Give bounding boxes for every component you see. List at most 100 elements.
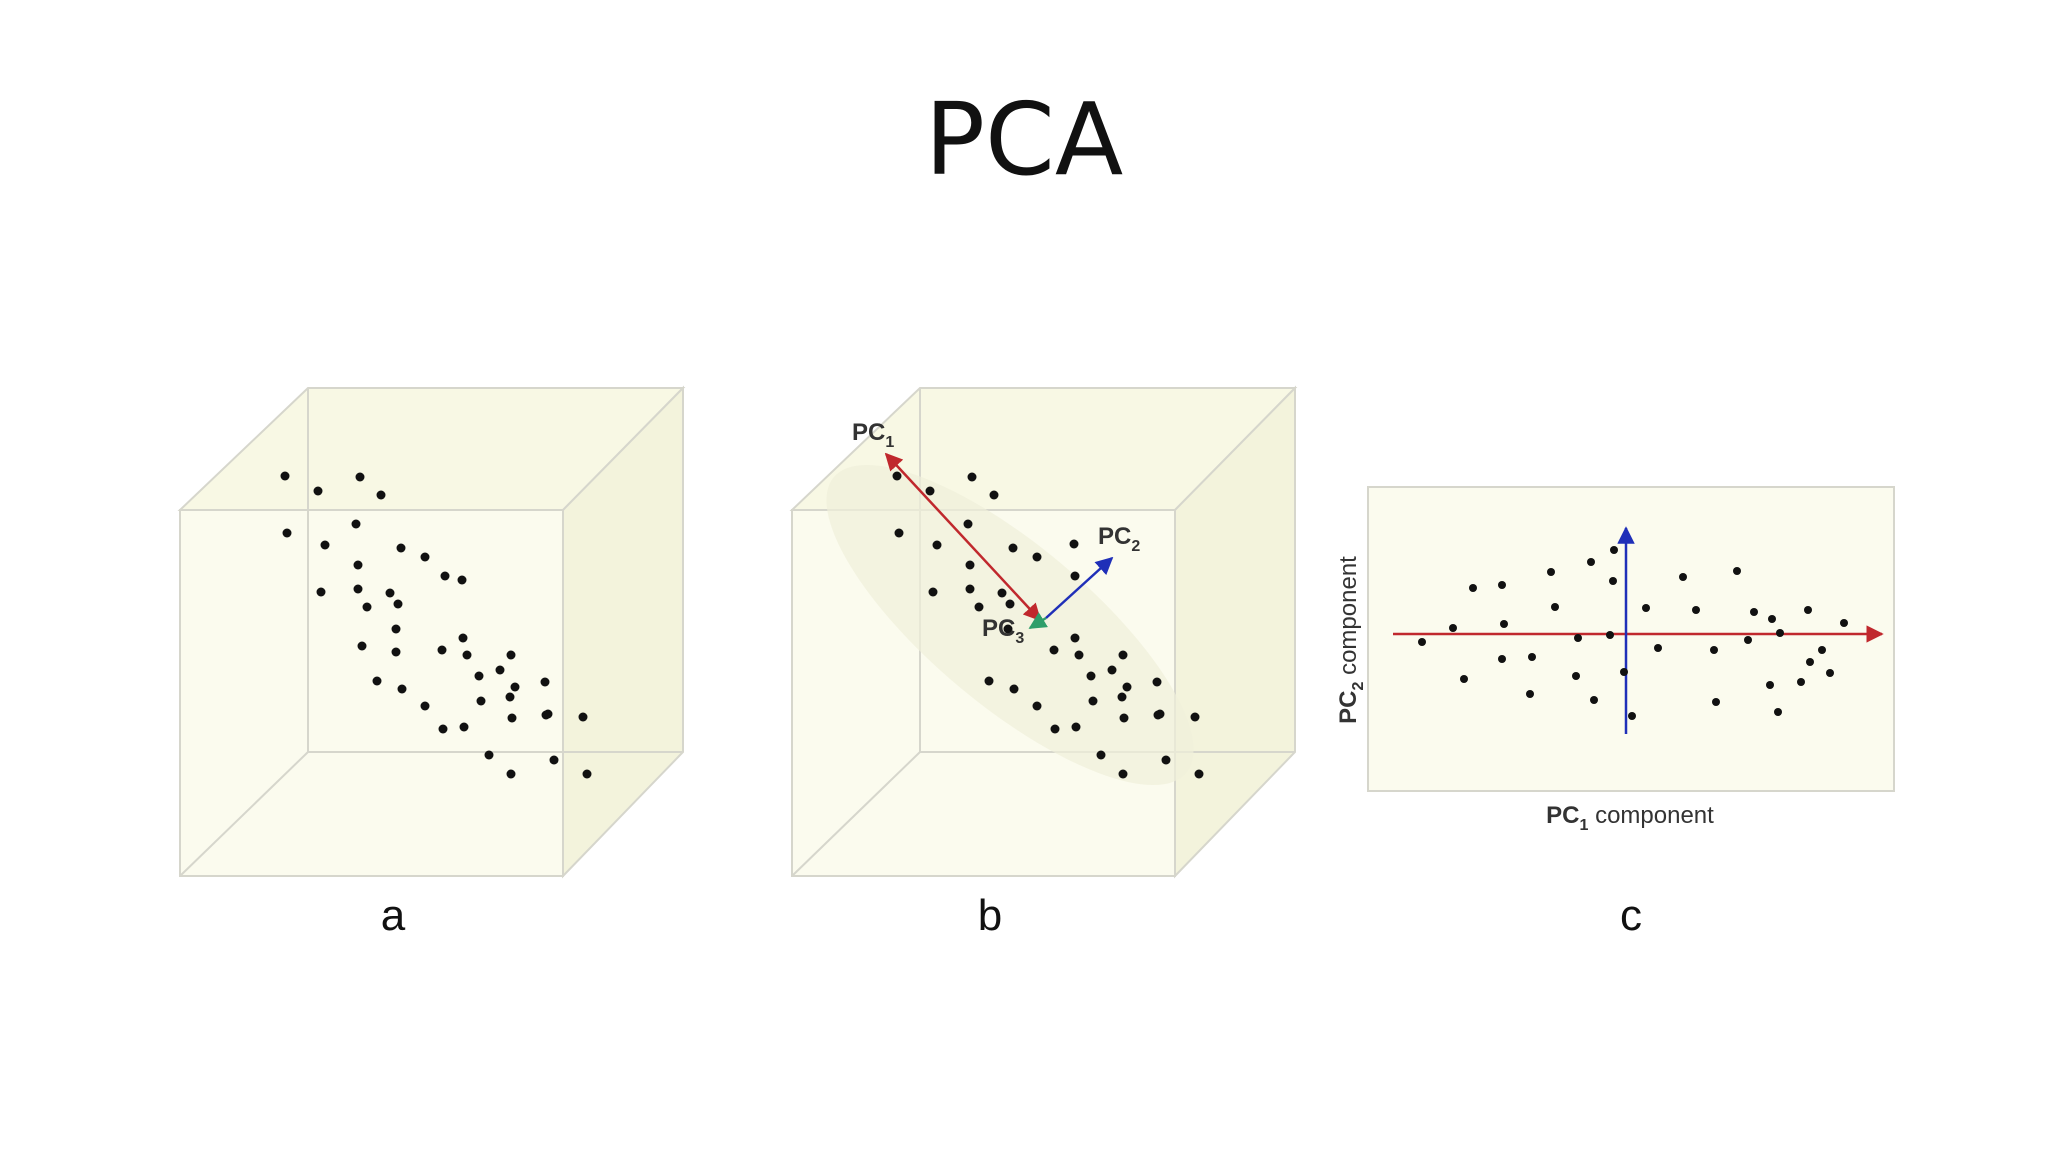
panel-label-b: b bbox=[978, 891, 1002, 940]
data-point bbox=[1003, 624, 1013, 634]
data-point bbox=[1069, 539, 1079, 549]
data-point bbox=[474, 671, 484, 681]
data-point bbox=[1826, 669, 1834, 677]
data-point bbox=[967, 472, 977, 482]
data-point bbox=[1119, 713, 1129, 723]
data-point bbox=[1032, 701, 1042, 711]
data-point bbox=[1574, 634, 1582, 642]
data-point bbox=[1152, 677, 1162, 687]
data-point bbox=[385, 588, 395, 598]
data-point bbox=[1418, 638, 1426, 646]
data-point bbox=[1070, 633, 1080, 643]
pc1-label: PC1 bbox=[852, 419, 894, 451]
data-point bbox=[1692, 606, 1700, 614]
panel-label-c: c bbox=[1620, 891, 1642, 940]
data-point bbox=[1460, 675, 1468, 683]
data-point bbox=[397, 684, 407, 694]
data-point bbox=[925, 486, 935, 496]
data-point bbox=[997, 588, 1007, 598]
data-point bbox=[1590, 696, 1598, 704]
data-point bbox=[965, 584, 975, 594]
data-point bbox=[280, 471, 290, 481]
data-point bbox=[1547, 568, 1555, 576]
data-point bbox=[353, 584, 363, 594]
data-point bbox=[1071, 722, 1081, 732]
data-point bbox=[1654, 644, 1662, 652]
data-point bbox=[984, 676, 994, 686]
data-point bbox=[362, 602, 372, 612]
data-point bbox=[507, 713, 517, 723]
data-point bbox=[1610, 546, 1618, 554]
data-point bbox=[1161, 755, 1171, 765]
data-point bbox=[578, 712, 588, 722]
data-point bbox=[1117, 692, 1127, 702]
pc2-label: PC2 bbox=[1098, 523, 1140, 555]
data-point bbox=[1806, 658, 1814, 666]
data-point bbox=[1572, 672, 1580, 680]
data-point bbox=[1008, 543, 1018, 553]
data-point bbox=[510, 682, 520, 692]
data-point bbox=[437, 645, 447, 655]
data-point bbox=[892, 471, 902, 481]
data-point bbox=[1096, 750, 1106, 760]
data-point bbox=[1710, 646, 1718, 654]
data-point bbox=[974, 602, 984, 612]
data-point bbox=[894, 528, 904, 538]
panel-label-a: a bbox=[381, 891, 406, 940]
data-point bbox=[1469, 584, 1477, 592]
data-point bbox=[506, 650, 516, 660]
data-point bbox=[989, 490, 999, 500]
projection-plane bbox=[1367, 486, 1895, 792]
data-points-c bbox=[1418, 546, 1848, 720]
data-point bbox=[505, 692, 515, 702]
data-point bbox=[1107, 665, 1117, 675]
data-point bbox=[1840, 619, 1848, 627]
data-point bbox=[438, 724, 448, 734]
pc2-vector bbox=[1045, 556, 1114, 619]
slide-title: PCA bbox=[924, 81, 1124, 198]
data-point bbox=[549, 755, 559, 765]
data-point bbox=[1768, 615, 1776, 623]
data-point bbox=[540, 677, 550, 687]
data-point bbox=[1776, 629, 1784, 637]
data-point bbox=[1118, 769, 1128, 779]
data-point bbox=[476, 696, 486, 706]
data-point bbox=[458, 633, 468, 643]
data-point bbox=[1190, 712, 1200, 722]
data-point bbox=[1750, 608, 1758, 616]
data-point bbox=[1088, 696, 1098, 706]
data-point bbox=[1005, 599, 1015, 609]
data-point bbox=[1628, 712, 1636, 720]
data-point bbox=[1032, 552, 1042, 562]
data-point bbox=[1194, 769, 1204, 779]
data-point bbox=[1804, 606, 1812, 614]
data-point bbox=[459, 722, 469, 732]
data-point bbox=[1153, 710, 1163, 720]
data-point bbox=[1122, 682, 1132, 692]
data-point bbox=[1050, 724, 1060, 734]
data-point bbox=[506, 769, 516, 779]
data-point bbox=[282, 528, 292, 538]
data-point bbox=[495, 665, 505, 675]
data-point bbox=[582, 769, 592, 779]
data-point bbox=[351, 519, 361, 529]
data-point bbox=[357, 641, 367, 651]
data-point bbox=[420, 552, 430, 562]
data-point bbox=[965, 560, 975, 570]
data-point bbox=[353, 560, 363, 570]
data-point bbox=[932, 540, 942, 550]
data-point bbox=[372, 676, 382, 686]
data-point bbox=[1774, 708, 1782, 716]
data-point bbox=[1587, 558, 1595, 566]
data-point bbox=[1606, 631, 1614, 639]
data-point bbox=[1818, 646, 1826, 654]
pc1-vector bbox=[884, 452, 1042, 622]
data-point bbox=[1526, 690, 1534, 698]
data-point bbox=[1620, 668, 1628, 676]
data-point bbox=[541, 710, 551, 720]
data-point bbox=[1528, 653, 1536, 661]
data-point bbox=[1712, 698, 1720, 706]
data-point bbox=[1449, 624, 1457, 632]
data-point bbox=[1797, 678, 1805, 686]
data-points-a bbox=[280, 471, 592, 779]
